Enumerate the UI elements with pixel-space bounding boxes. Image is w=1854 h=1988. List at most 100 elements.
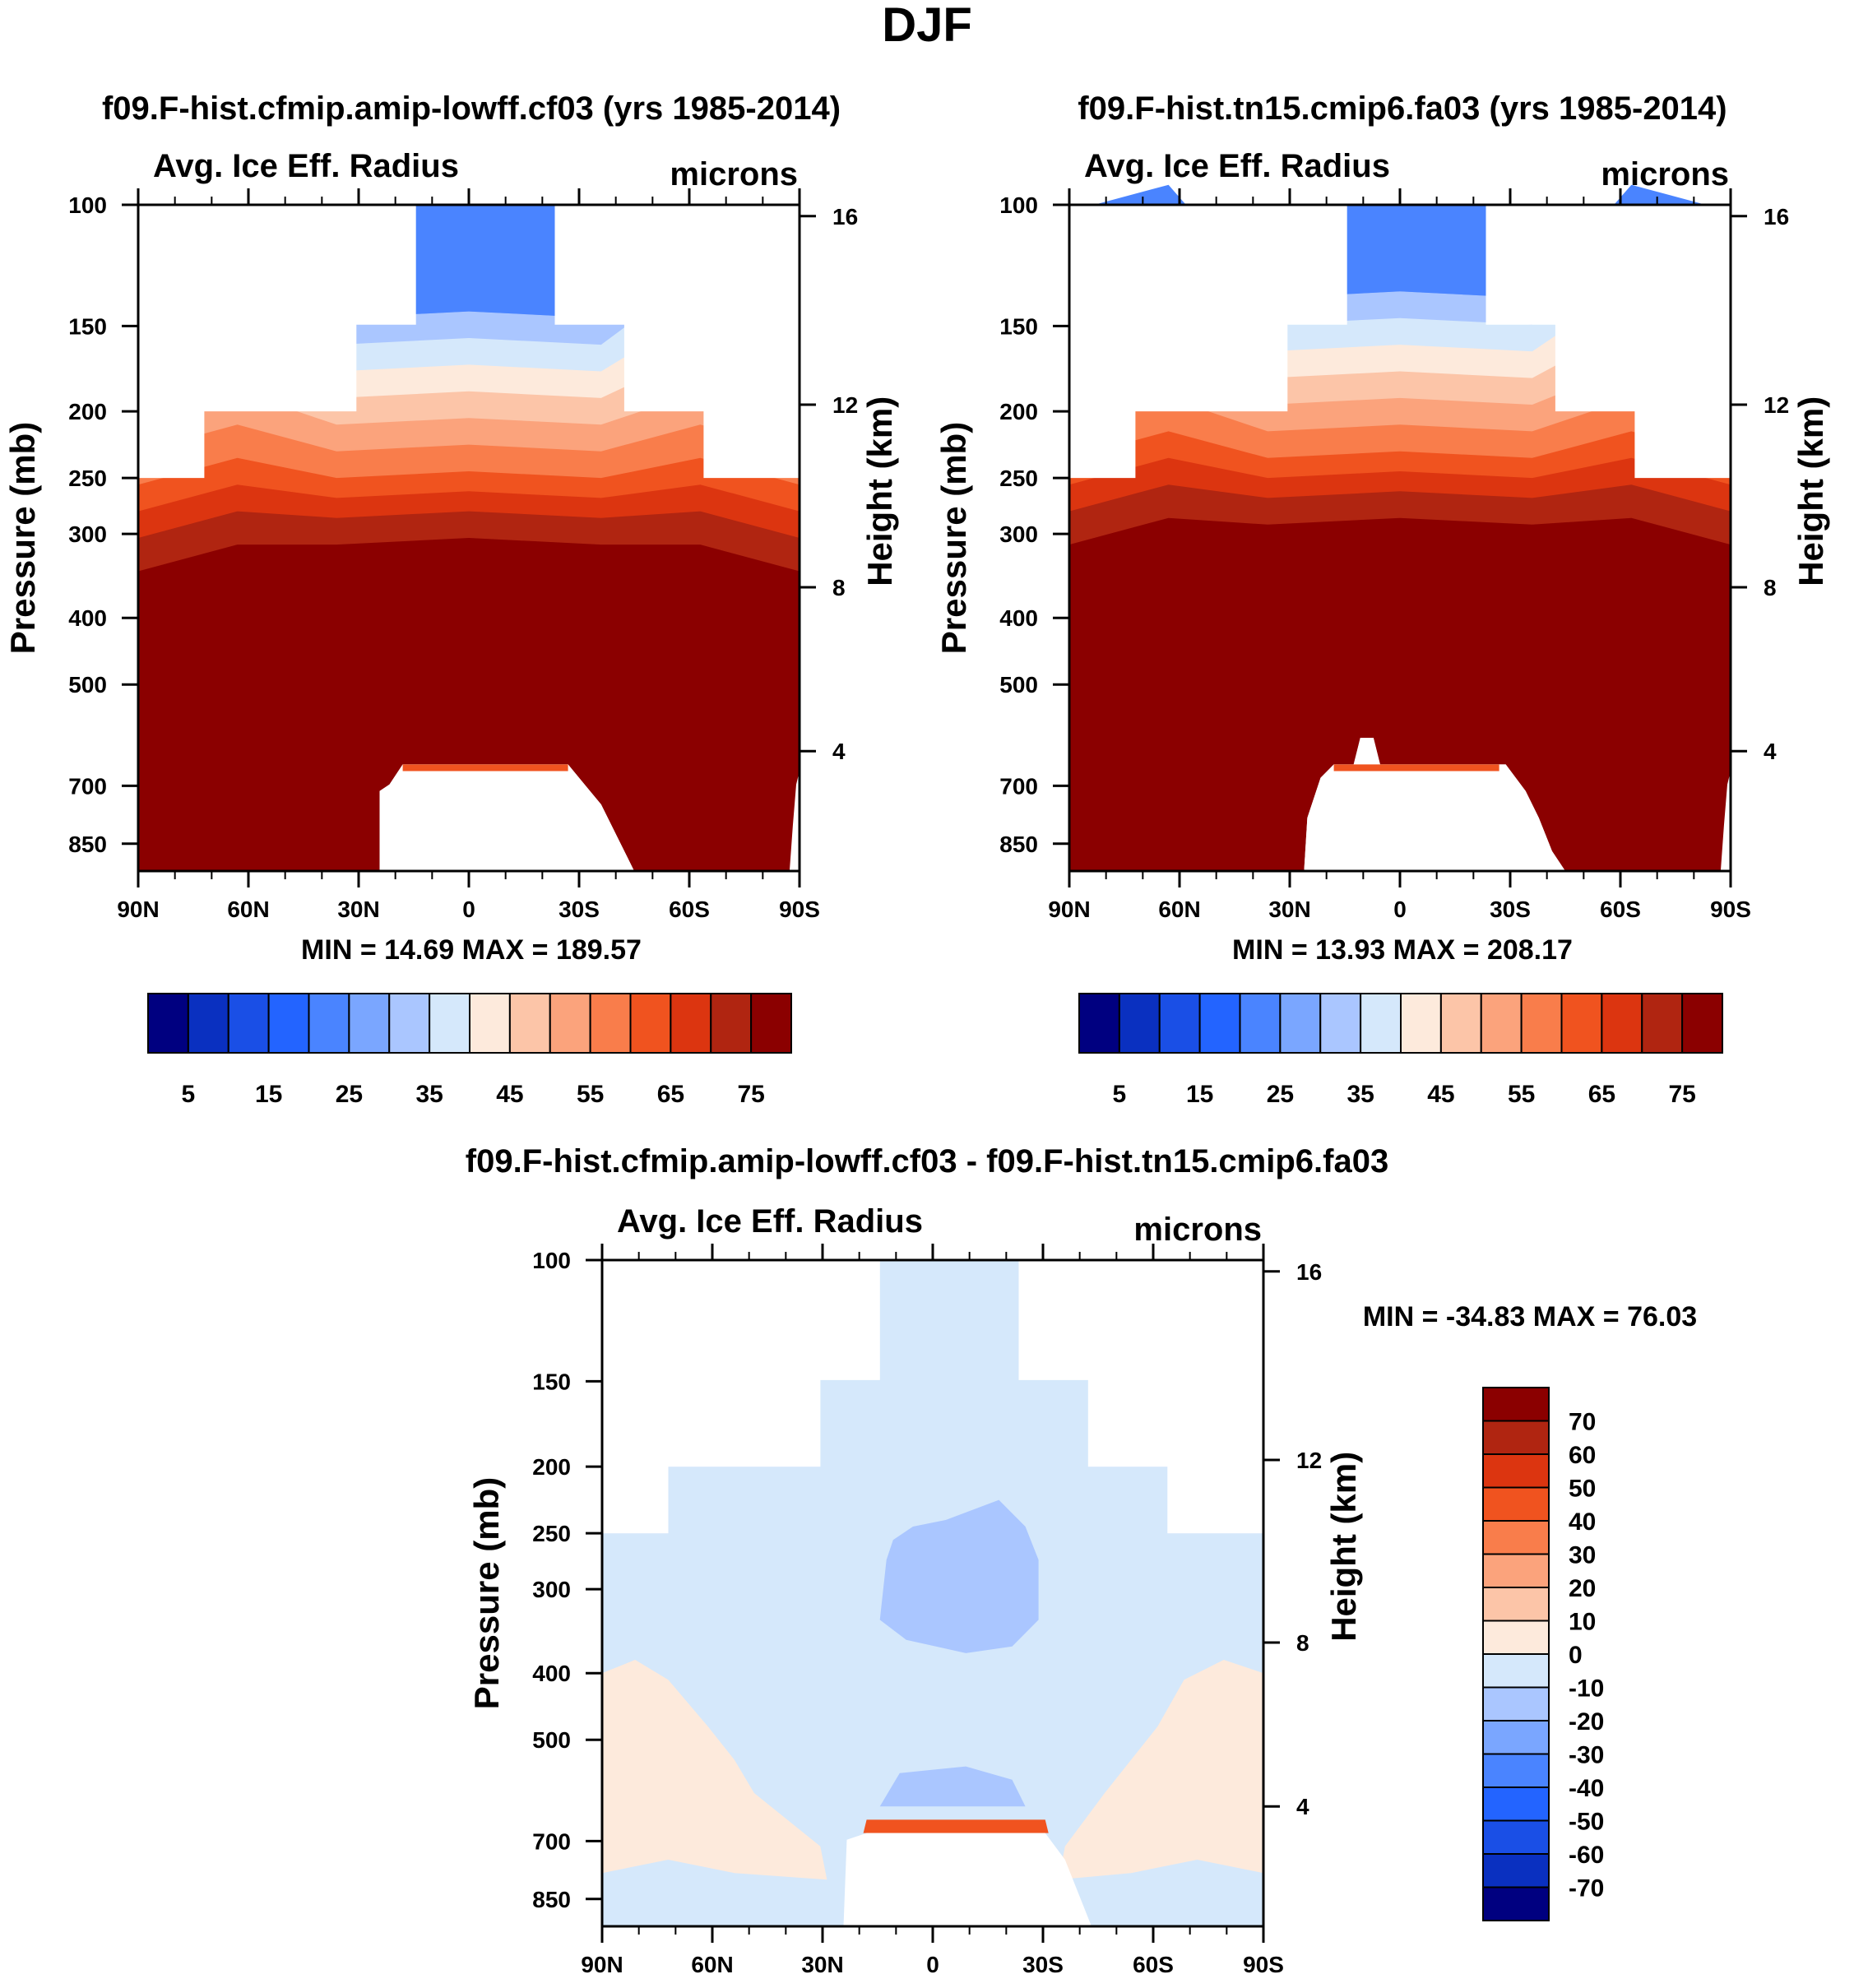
colorbar-box — [1078, 993, 1120, 1054]
colorbar-box — [1560, 993, 1603, 1054]
x-tick-label: 30N — [1268, 897, 1310, 922]
colorbar-box — [1439, 993, 1482, 1054]
y-tick-label: 100 — [532, 1248, 571, 1273]
colorbar-box — [1482, 1886, 1550, 1921]
y-tick-label: 700 — [532, 1828, 571, 1854]
terrain-mask — [379, 764, 634, 871]
y-right-tick-label: 16 — [1296, 1259, 1322, 1285]
right-string: microns — [1133, 1212, 1262, 1248]
panel-3-plot: 90N 60N 30N 0 30S 60S 90S 100 150 200 250 300 400 500… — [467, 1203, 1363, 1977]
colorbar-box — [388, 993, 431, 1054]
panel-1-colorbar: 5 15 25 35 45 55 65 75 — [147, 993, 792, 1108]
colorbar-label: 35 — [1346, 1081, 1374, 1108]
y-right-tick-label: 4 — [1296, 1794, 1309, 1819]
x-tick-label: 90N — [581, 1952, 623, 1977]
y-tick-label: 100 — [999, 192, 1038, 218]
mask-left — [1069, 205, 1347, 479]
colorbar-box — [187, 993, 229, 1054]
colorbar-box — [1482, 1786, 1550, 1822]
panel-3-title: f09.F-hist.cfmip.amip-lowff.cf03 - f09.F… — [466, 1143, 1388, 1179]
colorbar-box — [1319, 993, 1362, 1054]
x-tick-label: 90N — [1048, 897, 1090, 922]
y-tick-label: 300 — [68, 521, 107, 547]
x-tick-label: 30S — [559, 897, 600, 922]
colorbar-box — [1482, 1486, 1550, 1522]
y-tick-label: 850 — [532, 1887, 571, 1912]
y-right-tick-label: 12 — [1764, 392, 1789, 418]
colorbar-box — [1279, 993, 1322, 1054]
diff-negative-core — [879, 1499, 1039, 1653]
y-tick-label: 250 — [532, 1521, 571, 1546]
y-tick-label: 500 — [999, 672, 1038, 697]
diff-surface-edge — [863, 1819, 1049, 1833]
diff-positive-right — [1058, 1660, 1263, 1880]
panel-2-stats: MIN = 13.93 MAX = 208.17 — [1232, 934, 1573, 966]
x-tick-label: 30S — [1022, 1952, 1064, 1977]
panel-1-stats: MIN = 14.69 MAX = 189.57 — [301, 934, 642, 966]
colorbar-box — [508, 993, 551, 1054]
colorbar-label: 35 — [415, 1081, 443, 1108]
terrain-mask — [843, 1833, 1092, 1926]
mask-left — [138, 205, 416, 479]
x-tick-label: 60N — [227, 897, 269, 922]
y-right-axis-label: Height (km) — [860, 396, 899, 586]
colorbar-label: -20 — [1569, 1708, 1604, 1735]
colorbar-box — [1482, 1553, 1550, 1588]
y-axis-label: Pressure (mb) — [467, 1477, 506, 1709]
colorbar-label: 20 — [1569, 1575, 1596, 1602]
colorbar-box — [308, 993, 350, 1054]
y-right-axis-label: Height (km) — [1324, 1452, 1363, 1642]
y-right-tick-label: 12 — [1296, 1448, 1322, 1473]
y-right-tick-label: 12 — [832, 392, 858, 418]
y-right-tick-label: 8 — [832, 575, 846, 600]
y-tick-label: 150 — [999, 313, 1038, 339]
colorbar-label: -30 — [1569, 1742, 1604, 1769]
colorbar-label: 15 — [1186, 1081, 1213, 1108]
colorbar-label: 75 — [737, 1081, 764, 1108]
x-tick-label: 0 — [462, 897, 475, 922]
colorbar-label: -50 — [1569, 1809, 1604, 1836]
diff-negative-low — [879, 1766, 1026, 1807]
mask-left — [602, 1260, 880, 1534]
colorbar-box — [1482, 1653, 1550, 1689]
y-right-tick-label: 16 — [1764, 204, 1789, 229]
x-tick-label: 60N — [1158, 897, 1200, 922]
field-base — [1069, 205, 1731, 871]
colorbar-box — [1360, 993, 1402, 1054]
x-tick-label: 30N — [337, 897, 379, 922]
x-tick-label: 90N — [117, 897, 159, 922]
y-tick-label: 400 — [68, 605, 107, 631]
colorbar-box — [710, 993, 753, 1054]
colorbar-label: 5 — [1113, 1081, 1127, 1108]
colorbar-label: 25 — [336, 1081, 363, 1108]
x-tick-label: 30S — [1490, 897, 1531, 922]
figure-title: DJF — [882, 0, 972, 52]
mask-right — [554, 205, 800, 479]
colorbar-label: 75 — [1668, 1081, 1695, 1108]
colorbar-box — [1482, 1587, 1550, 1622]
colorbar-box — [1480, 993, 1523, 1054]
colorbar-box — [1482, 1686, 1550, 1722]
x-tick-label: 60S — [1600, 897, 1641, 922]
y-tick-label: 500 — [532, 1727, 571, 1753]
colorbar-box — [1482, 1753, 1550, 1788]
left-string: Avg. Ice Eff. Radius — [617, 1203, 923, 1240]
colorbar-label: 40 — [1569, 1508, 1596, 1536]
y-tick-label: 700 — [68, 773, 107, 799]
colorbar-label: 45 — [1427, 1081, 1454, 1108]
colorbar-label: 70 — [1569, 1409, 1596, 1436]
colorbar-label: 0 — [1569, 1642, 1583, 1669]
y-right-tick-label: 8 — [1764, 575, 1777, 600]
colorbar-box — [1239, 993, 1282, 1054]
panel-2-colorbar: 5 15 25 35 45 55 65 75 — [1078, 993, 1723, 1108]
right-string: microns — [1601, 156, 1729, 192]
colorbar-label: -40 — [1569, 1775, 1604, 1802]
y-tick-label: 200 — [68, 399, 107, 424]
y-tick-label: 150 — [68, 313, 107, 339]
x-tick-label: 90S — [1243, 1952, 1284, 1977]
y-axis-label: Pressure (mb) — [934, 422, 973, 654]
diff-positive-left — [602, 1660, 827, 1880]
panel-2-plot: 90N 60N 30N 0 30S 60S 90S 100 150 200 250 300 400 500… — [934, 148, 1830, 922]
colorbar-box — [1482, 1720, 1550, 1755]
